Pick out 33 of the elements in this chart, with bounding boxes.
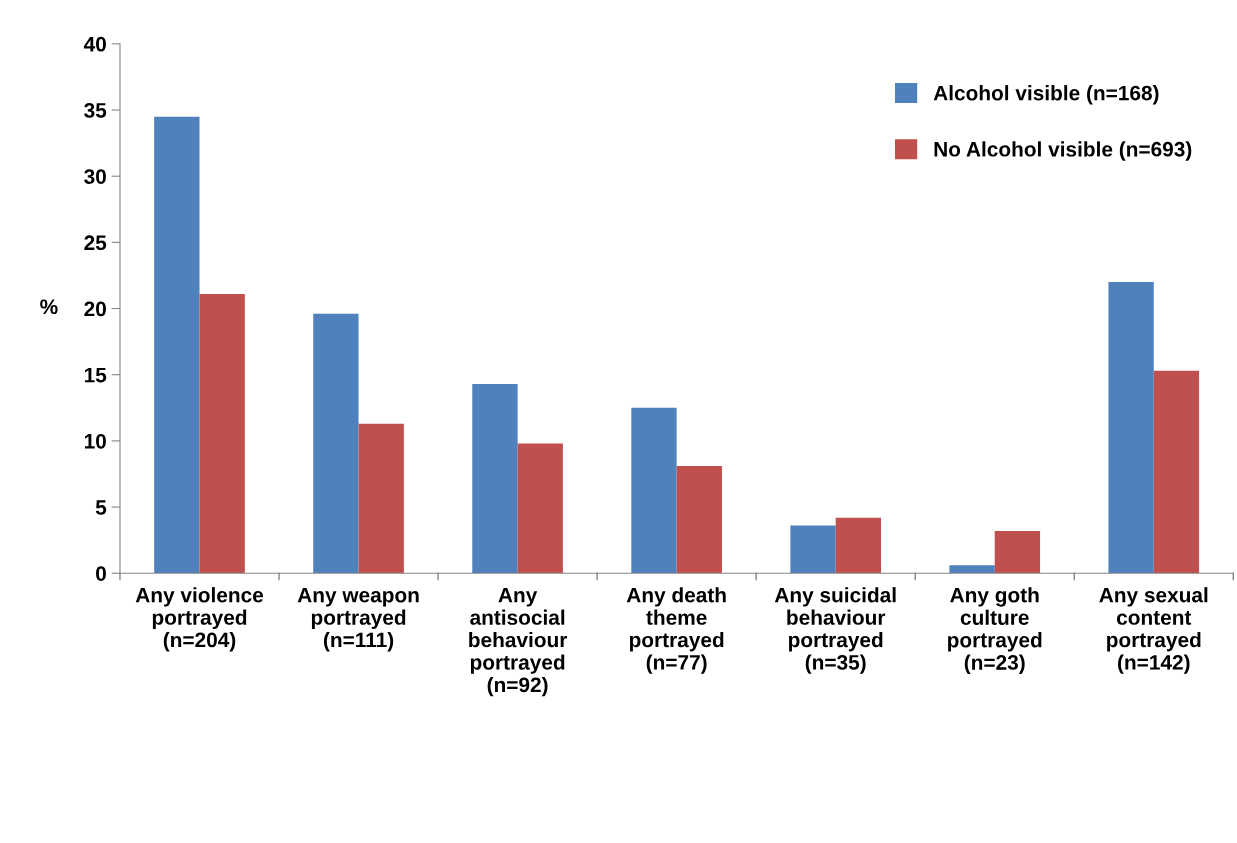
y-tick-label: 25 [84,235,107,251]
y-tick-label: 5 [95,500,107,515]
bar [949,565,995,574]
y-tick-label: 10 [84,433,106,449]
x-tick-label: Any sexual content portrayed (n=142) [1099,587,1208,674]
y-axis-title: % [40,299,58,315]
y-tick-label: 35 [84,103,107,118]
bar [313,313,359,574]
bar [676,466,722,574]
bar [1108,282,1154,574]
bar [631,407,677,574]
bar [790,525,836,574]
y-tick-label: 0 [96,566,106,581]
x-tick-label: Any suicidal behaviour portrayed (n=35) [774,587,896,674]
bar [1153,370,1200,574]
bar [154,116,200,574]
y-tick-label: 20 [84,301,106,317]
x-tick-label: Any violence portrayed (n=204) [135,587,264,652]
legend-label: Alcohol visible (n=168) [933,85,1159,105]
bar [472,383,518,574]
bar [358,423,404,574]
y-tick-label: 30 [84,169,106,184]
x-tick-label: Any death theme portrayed (n=77) [626,587,726,674]
bar [835,517,882,574]
legend-label: No Alcohol visible (n=693) [934,141,1192,161]
x-tick-label: Any antisocial behaviour portrayed (n=92) [469,587,568,697]
x-tick-label: Any weapon portrayed (n=111) [297,587,419,652]
y-tick-label: 15 [84,367,107,383]
bar [199,293,245,574]
bar [994,530,1041,574]
bar [517,443,563,574]
x-tick-label: Any goth culture portrayed (n=23) [948,587,1042,674]
y-tick-label: 40 [83,36,106,52]
